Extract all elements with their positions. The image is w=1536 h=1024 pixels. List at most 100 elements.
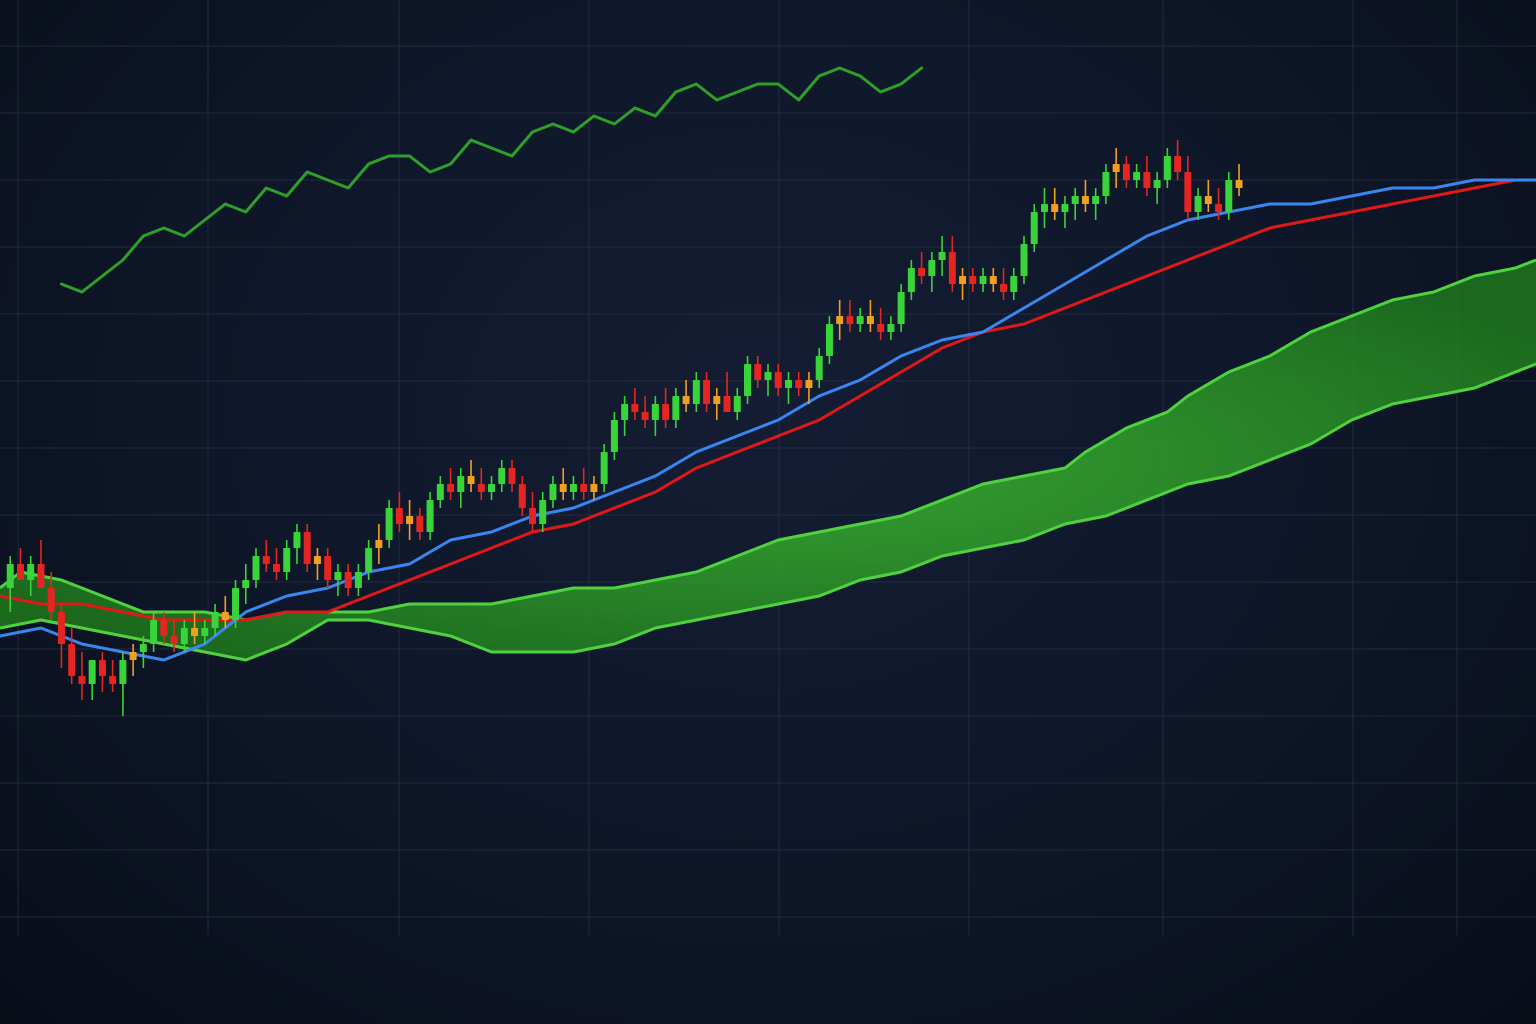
candle-body xyxy=(897,292,905,324)
candle-body xyxy=(733,396,741,412)
candle-body xyxy=(221,612,229,620)
candle-body xyxy=(191,628,199,636)
candle-body xyxy=(989,276,997,284)
candle-body xyxy=(78,676,86,684)
cloud-fill xyxy=(0,260,1536,660)
candle-body xyxy=(621,404,629,420)
candle-body xyxy=(160,620,168,636)
candle-body xyxy=(1204,196,1212,204)
candle-body xyxy=(16,564,24,580)
candle-body xyxy=(1174,156,1182,172)
candle-body xyxy=(477,484,485,492)
candle-body xyxy=(764,372,772,380)
candle-body xyxy=(662,404,670,420)
candle-body xyxy=(498,468,506,484)
candle-body xyxy=(283,548,291,572)
candle-body xyxy=(508,468,516,484)
candle-body xyxy=(907,268,915,292)
candle-body xyxy=(651,404,659,420)
candle-body xyxy=(580,484,588,492)
candle-body xyxy=(447,484,455,492)
candle-body xyxy=(170,636,178,644)
chikou-line xyxy=(59,66,924,294)
candle-body xyxy=(201,628,209,636)
candle-body xyxy=(98,660,106,676)
candle-body xyxy=(692,380,700,404)
candle-body xyxy=(272,564,280,572)
candle-body xyxy=(180,628,188,644)
candle-body xyxy=(713,396,721,404)
candle-body xyxy=(467,476,475,484)
candle-body xyxy=(242,580,250,588)
candle-body xyxy=(825,324,833,356)
candle-body xyxy=(979,276,987,284)
candle-body xyxy=(1122,164,1130,180)
candle-body xyxy=(1000,284,1008,292)
candle-body xyxy=(928,260,936,276)
candle-body xyxy=(610,420,618,452)
candle-body xyxy=(457,476,465,492)
candle-body xyxy=(406,516,414,524)
candle-body xyxy=(1194,196,1202,212)
candle-body xyxy=(88,660,96,684)
candle-body xyxy=(723,396,731,412)
candle-body xyxy=(365,548,373,572)
candle-body xyxy=(744,364,752,396)
candle-body xyxy=(436,484,444,500)
candle-body xyxy=(344,572,352,588)
candle-body xyxy=(139,644,147,652)
candle-body xyxy=(866,316,874,324)
candle-body xyxy=(805,380,813,388)
candle-body xyxy=(303,532,311,564)
ichimoku-cloud xyxy=(0,258,1536,662)
candle-body xyxy=(1071,196,1079,204)
senkou-span-b-line xyxy=(0,362,1536,662)
candle-body xyxy=(6,564,14,588)
candle-body xyxy=(293,532,301,548)
candle-body xyxy=(815,356,823,380)
candle-body xyxy=(211,612,219,628)
candle-body xyxy=(375,540,383,548)
candle-body xyxy=(232,588,240,620)
candle-body xyxy=(877,324,885,332)
candle-body xyxy=(682,396,690,404)
candle-body xyxy=(846,316,854,324)
candle-body xyxy=(836,316,844,324)
candle-body xyxy=(1102,172,1110,196)
candle-body xyxy=(1061,204,1069,212)
candle-body xyxy=(969,276,977,284)
candle-body xyxy=(774,372,782,388)
candle-body xyxy=(887,324,895,332)
candle-body xyxy=(1163,156,1171,180)
candle-body xyxy=(856,316,864,324)
candle-body xyxy=(37,564,45,588)
candle-body xyxy=(119,660,127,684)
candle-body xyxy=(385,508,393,540)
candle-body xyxy=(569,484,577,492)
candle-body xyxy=(324,556,332,580)
candle-body xyxy=(784,380,792,388)
candle-body xyxy=(559,484,567,492)
kijun-line xyxy=(0,178,1536,622)
candle-body xyxy=(754,364,762,380)
candle-body xyxy=(1051,204,1059,212)
candle-body xyxy=(672,396,680,420)
candle-body xyxy=(959,276,967,284)
candle-body xyxy=(703,380,711,404)
candle-body xyxy=(1143,172,1151,188)
candle-body xyxy=(631,404,639,412)
tenkan-line xyxy=(0,178,1536,662)
candle-body xyxy=(795,380,803,388)
candle-body xyxy=(518,484,526,508)
candle-body xyxy=(528,508,536,524)
candle-body xyxy=(641,412,649,420)
grid-lines xyxy=(0,0,1536,935)
candle-body xyxy=(1215,204,1223,212)
candle-body xyxy=(395,508,403,524)
candle-body xyxy=(426,500,434,532)
candle-body xyxy=(1030,212,1038,244)
candle-body xyxy=(252,556,260,580)
candle-body xyxy=(334,572,342,580)
candle-body xyxy=(600,452,608,484)
